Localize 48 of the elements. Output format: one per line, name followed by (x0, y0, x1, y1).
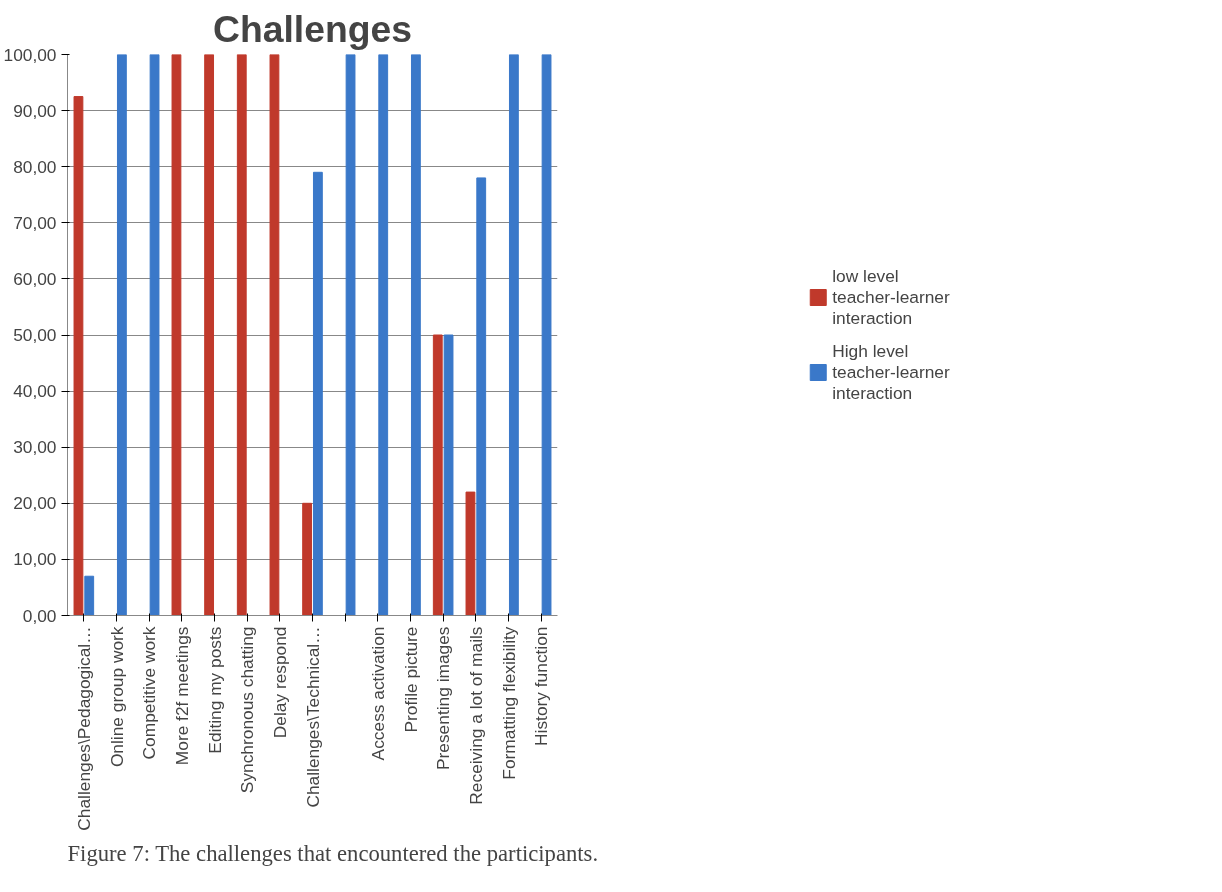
bar (541, 54, 552, 616)
x-tick-label: Presenting images (433, 626, 454, 771)
bar (84, 575, 95, 616)
bar (302, 502, 313, 616)
x-tick-label: Synchronous chatting (237, 626, 258, 794)
bar (432, 334, 443, 616)
bar (508, 54, 519, 616)
bar (476, 177, 487, 616)
y-tick-label: 60,00 (13, 268, 57, 289)
y-tick-label: 80,00 (13, 156, 57, 177)
x-tick-label: Challenges\Technical… (302, 626, 323, 808)
y-tick-label: 70,00 (13, 212, 57, 233)
x-tick-label: History function (531, 626, 552, 746)
bar (312, 171, 323, 616)
bar (236, 54, 247, 616)
bar (171, 54, 182, 616)
y-tick-label: 40,00 (13, 381, 57, 402)
bar (410, 54, 421, 616)
x-tick-label: Competitive work (139, 626, 160, 760)
chart-title: Challenges (212, 7, 413, 50)
bar (378, 54, 389, 616)
x-tick-label: Profile picture (400, 626, 421, 733)
bar (73, 96, 84, 616)
x-tick-label: Challenges\Pedagogical… (73, 626, 94, 831)
x-tick-label: Editing my posts (204, 626, 225, 754)
x-tick-label: Access activation (367, 626, 388, 761)
y-tick-label: 50,00 (13, 325, 57, 345)
bar (149, 54, 160, 616)
caption: Figure 7: The challenges that encountered the participants. (67, 840, 599, 866)
x-tick-label: Receiving a lot of mails (465, 626, 486, 805)
x-tick-label: Delay respond (269, 626, 290, 739)
y-tick-label: 30,00 (13, 437, 57, 458)
bar (345, 54, 356, 616)
bar (116, 54, 127, 616)
legend-label: High level teacher-learner interaction (832, 340, 950, 404)
y-tick-label: 20,00 (13, 493, 57, 514)
x-tick-label: Online group work (106, 626, 127, 768)
y-tick-label: 0,00 (22, 605, 57, 626)
x-tick-label: Formatting flexibility (498, 626, 519, 780)
y-tick-label: 100,00 (3, 44, 57, 65)
bar (443, 334, 454, 616)
legend-label: low level teacher-learner interaction (832, 265, 950, 329)
bar (465, 491, 476, 616)
bar (269, 54, 280, 616)
y-tick-label: 10,00 (13, 549, 57, 570)
x-tick-label: More f2f meetings (171, 626, 192, 766)
bar (204, 54, 215, 616)
y-tick-label: 90,00 (13, 100, 57, 121)
